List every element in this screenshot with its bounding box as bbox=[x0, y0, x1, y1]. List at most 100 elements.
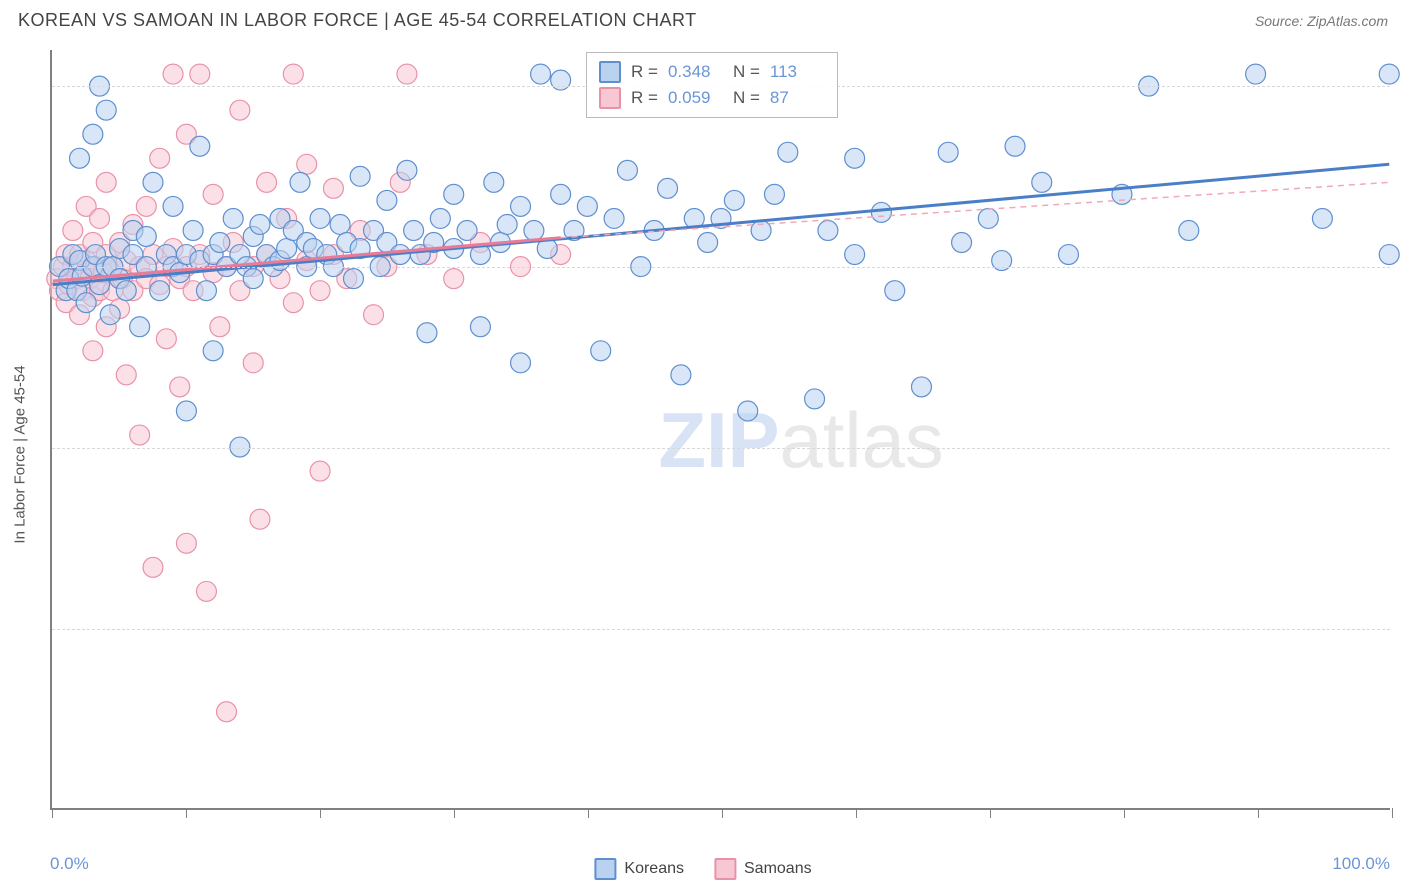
data-point bbox=[150, 281, 170, 301]
data-point bbox=[444, 184, 464, 204]
data-point bbox=[404, 221, 424, 241]
x-tick bbox=[1258, 808, 1259, 818]
data-point bbox=[83, 341, 103, 361]
data-point bbox=[978, 208, 998, 228]
correlation-legend-row: R = 0.348 N = 113 bbox=[599, 59, 825, 85]
source-attribution: Source: ZipAtlas.com bbox=[1255, 13, 1388, 29]
data-point bbox=[430, 208, 450, 228]
data-point bbox=[297, 154, 317, 174]
data-point bbox=[76, 293, 96, 313]
x-tick bbox=[588, 808, 589, 818]
n-value: 113 bbox=[770, 62, 825, 82]
data-point bbox=[470, 317, 490, 337]
data-point bbox=[343, 269, 363, 289]
gridline bbox=[52, 448, 1390, 449]
data-point bbox=[136, 196, 156, 216]
data-point bbox=[223, 208, 243, 228]
data-point bbox=[310, 281, 330, 301]
x-tick bbox=[1392, 808, 1393, 818]
gridline bbox=[52, 629, 1390, 630]
legend-swatch bbox=[599, 87, 621, 109]
watermark: ZIPatlas bbox=[659, 398, 944, 484]
data-point bbox=[724, 190, 744, 210]
data-point bbox=[764, 184, 784, 204]
data-point bbox=[203, 184, 223, 204]
data-point bbox=[277, 239, 297, 259]
data-point bbox=[143, 557, 163, 577]
data-point bbox=[617, 160, 637, 180]
data-point bbox=[96, 172, 116, 192]
x-tick bbox=[1124, 808, 1125, 818]
data-point bbox=[190, 136, 210, 156]
r-label: R = bbox=[631, 88, 658, 108]
data-point bbox=[1059, 245, 1079, 265]
data-point bbox=[1312, 208, 1332, 228]
data-point bbox=[310, 461, 330, 481]
x-tick bbox=[454, 808, 455, 818]
data-point bbox=[531, 64, 551, 84]
data-point bbox=[136, 227, 156, 247]
data-point bbox=[671, 365, 691, 385]
data-point bbox=[658, 178, 678, 198]
x-tick bbox=[320, 808, 321, 818]
data-point bbox=[938, 142, 958, 162]
data-point bbox=[738, 401, 758, 421]
data-point bbox=[1379, 245, 1399, 265]
data-point bbox=[143, 172, 163, 192]
data-point bbox=[1005, 136, 1025, 156]
data-point bbox=[397, 64, 417, 84]
data-point bbox=[196, 581, 216, 601]
data-point bbox=[1032, 172, 1052, 192]
data-point bbox=[377, 190, 397, 210]
data-point bbox=[1179, 221, 1199, 241]
chart-header: KOREAN VS SAMOAN IN LABOR FORCE | AGE 45… bbox=[0, 0, 1406, 41]
chart-title: KOREAN VS SAMOAN IN LABOR FORCE | AGE 45… bbox=[18, 10, 697, 31]
data-point bbox=[243, 269, 263, 289]
n-label: N = bbox=[733, 62, 760, 82]
y-axis-title: In Labor Force | Age 45-54 bbox=[12, 365, 29, 543]
legend-swatch bbox=[594, 858, 616, 880]
n-label: N = bbox=[733, 88, 760, 108]
data-point bbox=[63, 221, 83, 241]
data-point bbox=[163, 196, 183, 216]
legend-label: Koreans bbox=[624, 860, 684, 878]
x-tick bbox=[186, 808, 187, 818]
n-value: 87 bbox=[770, 88, 825, 108]
data-point bbox=[130, 317, 150, 337]
y-tick-label: 85.0% bbox=[1400, 258, 1406, 276]
data-point bbox=[230, 437, 250, 457]
data-point bbox=[952, 233, 972, 253]
chart-container: KOREAN VS SAMOAN IN LABOR FORCE | AGE 45… bbox=[0, 0, 1406, 892]
legend-label: Samoans bbox=[744, 860, 812, 878]
x-tick bbox=[990, 808, 991, 818]
data-point bbox=[243, 353, 263, 373]
scatter-svg: ZIPatlas bbox=[52, 50, 1390, 808]
data-point bbox=[484, 172, 504, 192]
data-point bbox=[116, 365, 136, 385]
data-point bbox=[100, 305, 120, 325]
x-axis-min-label: 0.0% bbox=[50, 854, 89, 874]
data-point bbox=[551, 184, 571, 204]
data-point bbox=[170, 377, 190, 397]
data-point bbox=[818, 221, 838, 241]
legend-swatch bbox=[599, 61, 621, 83]
data-point bbox=[323, 178, 343, 198]
data-point bbox=[350, 166, 370, 186]
data-point bbox=[210, 233, 230, 253]
data-point bbox=[1379, 64, 1399, 84]
data-point bbox=[778, 142, 798, 162]
data-point bbox=[176, 401, 196, 421]
data-point bbox=[805, 389, 825, 409]
x-tick bbox=[856, 808, 857, 818]
data-point bbox=[885, 281, 905, 301]
data-point bbox=[250, 214, 270, 234]
data-point bbox=[511, 353, 531, 373]
data-point bbox=[176, 533, 196, 553]
y-tick-label: 100.0% bbox=[1400, 77, 1406, 95]
data-point bbox=[130, 425, 150, 445]
data-point bbox=[497, 214, 517, 234]
legend-item: Koreans bbox=[594, 858, 684, 880]
data-point bbox=[1246, 64, 1266, 84]
x-tick bbox=[52, 808, 53, 818]
data-point bbox=[310, 208, 330, 228]
